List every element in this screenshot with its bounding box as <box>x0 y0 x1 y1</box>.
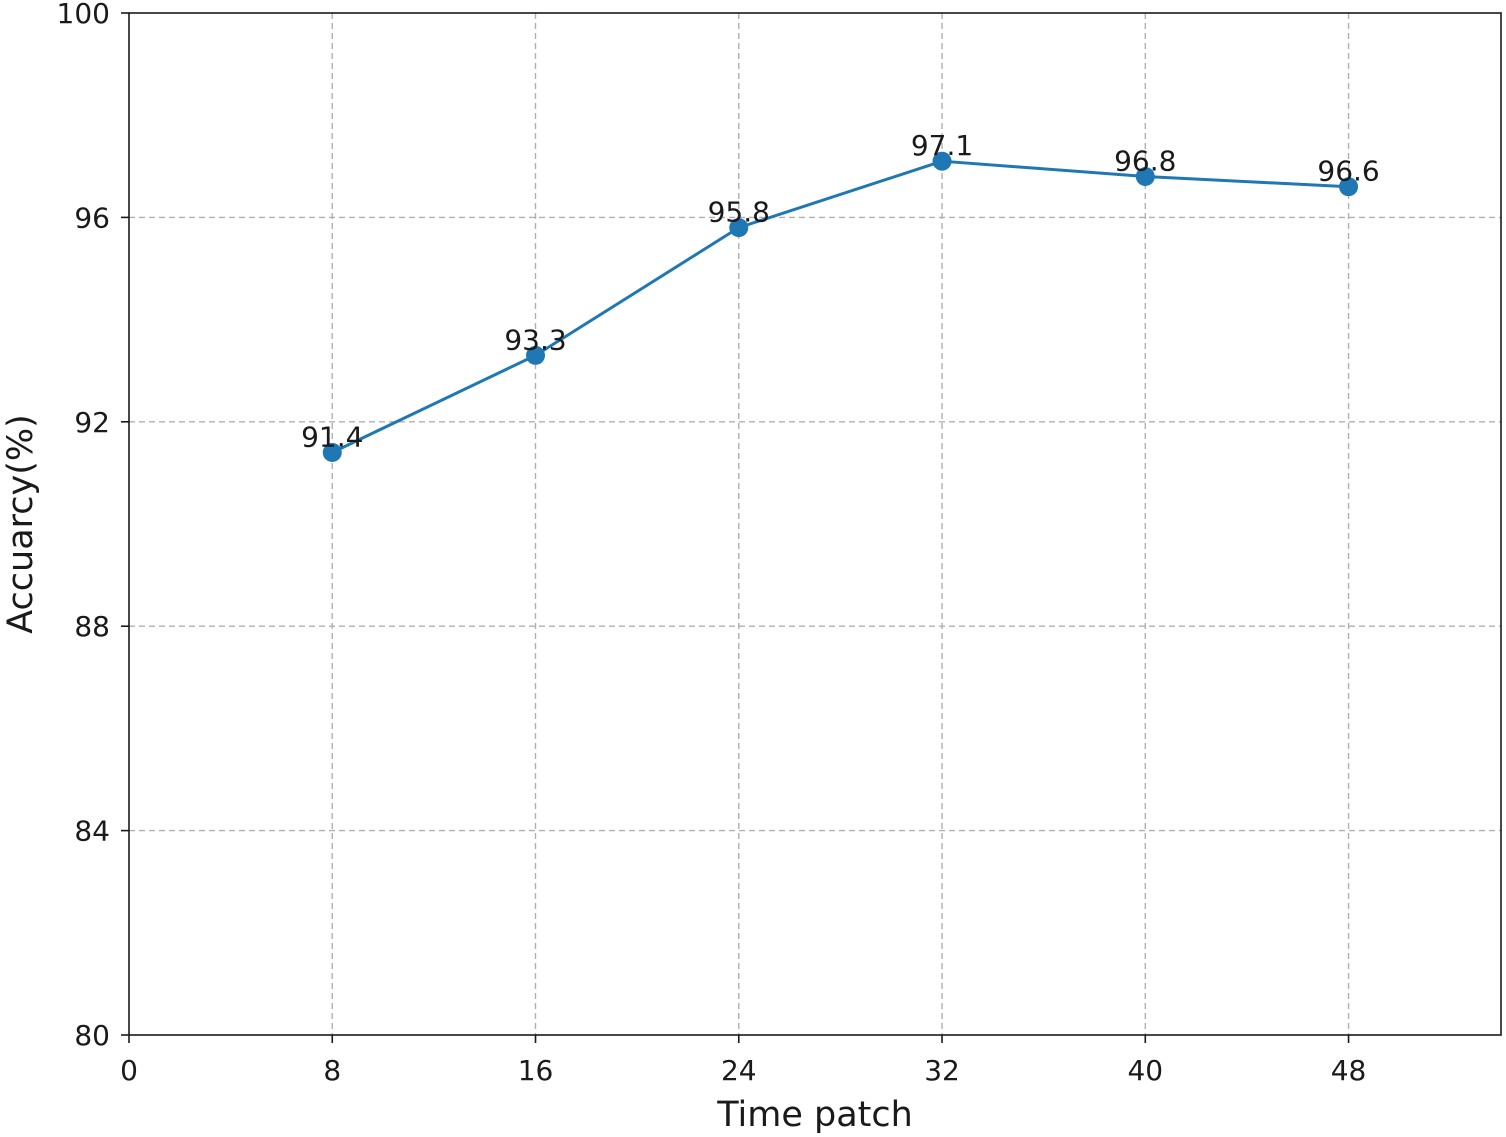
data-point <box>526 345 546 365</box>
data-point <box>1135 167 1155 187</box>
series-line <box>331 159 1349 454</box>
y-tick-label: 92 <box>74 406 110 439</box>
x-tick-label: 48 <box>1331 1054 1367 1087</box>
y-tick-label: 84 <box>74 815 110 848</box>
data-labels: 91.4 93.3 95.8 97.1 96.8 96.6 <box>301 129 1380 453</box>
plot-frame <box>128 12 1502 1036</box>
x-tick-label: 40 <box>1127 1054 1163 1087</box>
data-label: 96.8 <box>1114 145 1176 178</box>
data-label: 97.1 <box>911 129 973 162</box>
y-tick-label: 100 <box>57 0 110 30</box>
series-layer <box>322 151 1359 462</box>
x-tick-label: 8 <box>323 1054 341 1087</box>
axis-ticks: 0 8 16 24 32 40 48 80 84 88 92 96 100 <box>57 0 1367 1087</box>
data-label: 95.8 <box>708 196 770 229</box>
x-axis-title: Time patch <box>716 1095 913 1135</box>
y-axis-title: Accuarcy(%) <box>1 414 41 634</box>
grid-lines <box>129 13 1501 1035</box>
data-point <box>1339 177 1359 197</box>
data-point <box>322 442 342 462</box>
data-point <box>932 151 952 171</box>
y-tick-label: 80 <box>74 1019 110 1052</box>
x-tick-label: 0 <box>120 1054 138 1087</box>
data-label: 93.3 <box>504 323 566 356</box>
data-label: 91.4 <box>301 420 363 453</box>
data-label: 96.6 <box>1317 155 1379 188</box>
y-tick-label: 96 <box>74 201 110 234</box>
x-tick-label: 24 <box>721 1054 757 1087</box>
x-tick-label: 16 <box>518 1054 554 1087</box>
y-tick-label: 88 <box>74 610 110 643</box>
data-point <box>729 218 749 238</box>
x-tick-label: 32 <box>924 1054 960 1087</box>
